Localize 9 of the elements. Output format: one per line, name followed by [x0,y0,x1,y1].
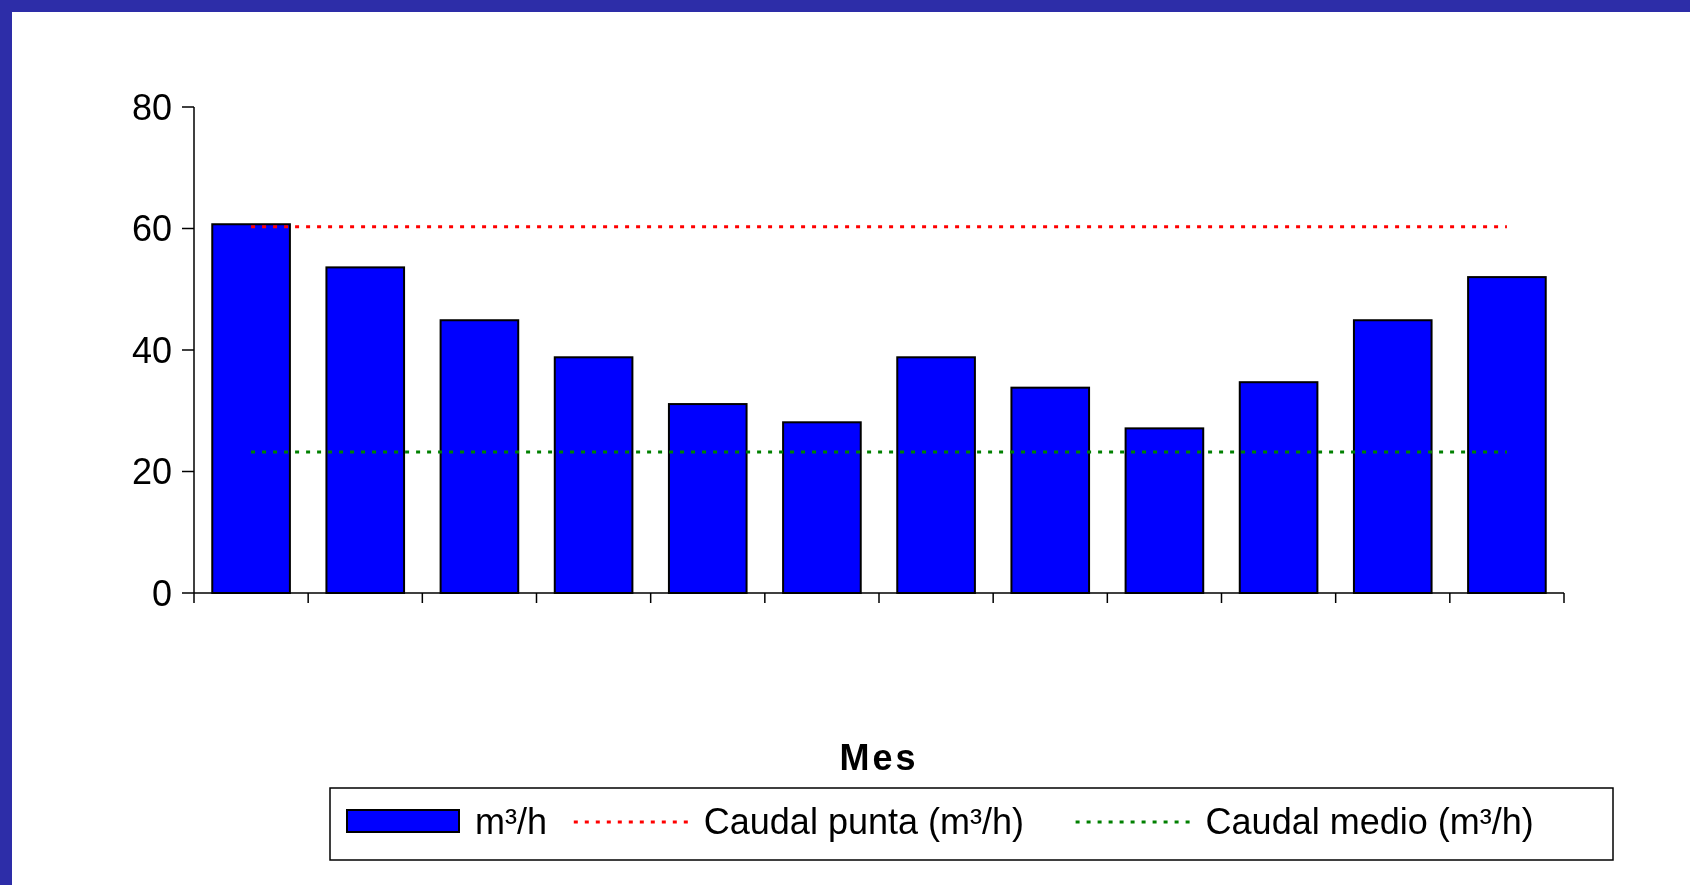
y-tick-label: 40 [131,329,172,371]
y-tick-label: 20 [131,451,172,493]
legend-label: m³/h [475,801,547,842]
x-axis-title: Mes [839,737,919,778]
y-tick-label: 80 [131,86,172,128]
legend-label: Caudal punta (m³/h) [703,801,1024,842]
y-tick-label: 60 [131,208,172,250]
legend-label: Caudal medio (m³/h) [1205,801,1534,842]
y-tick-label: 0 [151,572,172,614]
